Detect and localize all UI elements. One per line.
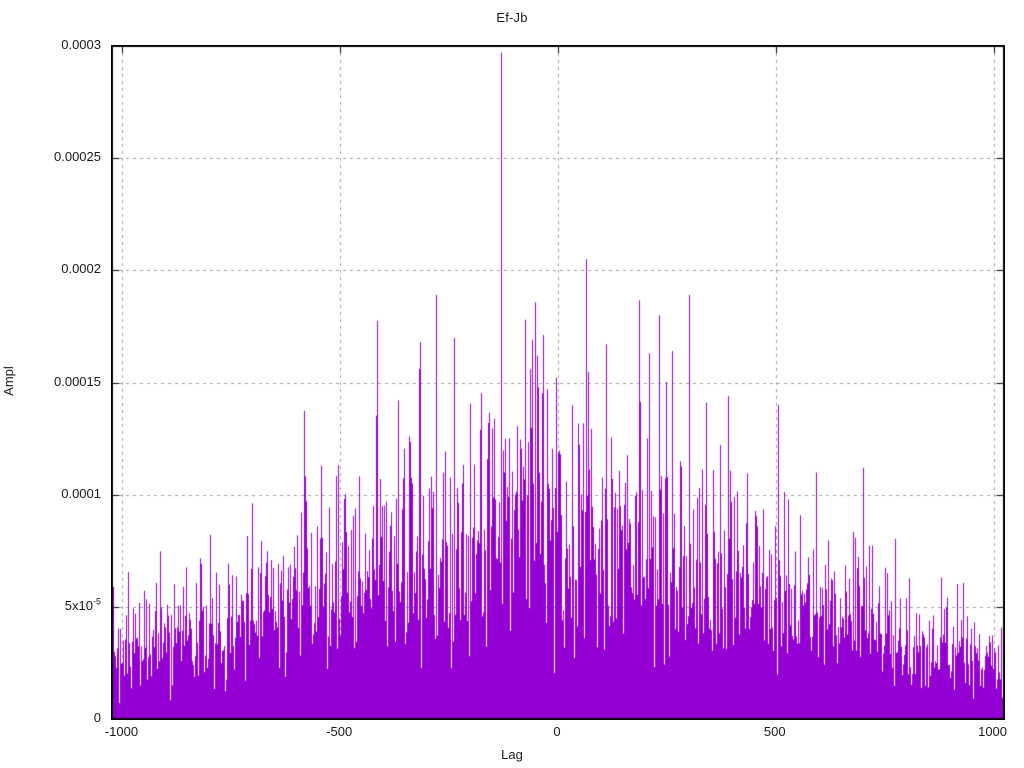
- x-axis-tick-label: 1000: [978, 724, 1008, 739]
- x-axis-tick-label: 500: [763, 724, 786, 739]
- y-axis-tick-label: 0.0001: [61, 485, 101, 501]
- x-axis-title: Lag: [501, 747, 523, 762]
- y-axis-tick-label: 0.0003: [61, 37, 101, 52]
- x-axis-tick-label: 0: [553, 724, 561, 739]
- y-axis-tick-label: 0.00025: [54, 149, 101, 165]
- y-axis-tick-label: 0: [93, 710, 101, 725]
- y-axis-tick-label: 0.0002: [61, 261, 101, 277]
- x-axis-tick-label: -500: [326, 724, 353, 739]
- y-axis-tick-labels: 0 5x10-5 0.0001 0.00015 0.0002 0.00025 0.0003: [0, 0, 101, 768]
- y-axis-tick-label: 5x10-5: [64, 596, 101, 613]
- y-axis-title: Ampl: [1, 366, 16, 396]
- chart-title: Ef-Jb: [496, 10, 528, 25]
- impulse-plot-canvas: [112, 46, 1004, 719]
- plot-area: [111, 45, 1005, 720]
- y-axis-tick-label: 0.00015: [54, 373, 101, 389]
- x-axis-tick-label: -1000: [104, 724, 139, 739]
